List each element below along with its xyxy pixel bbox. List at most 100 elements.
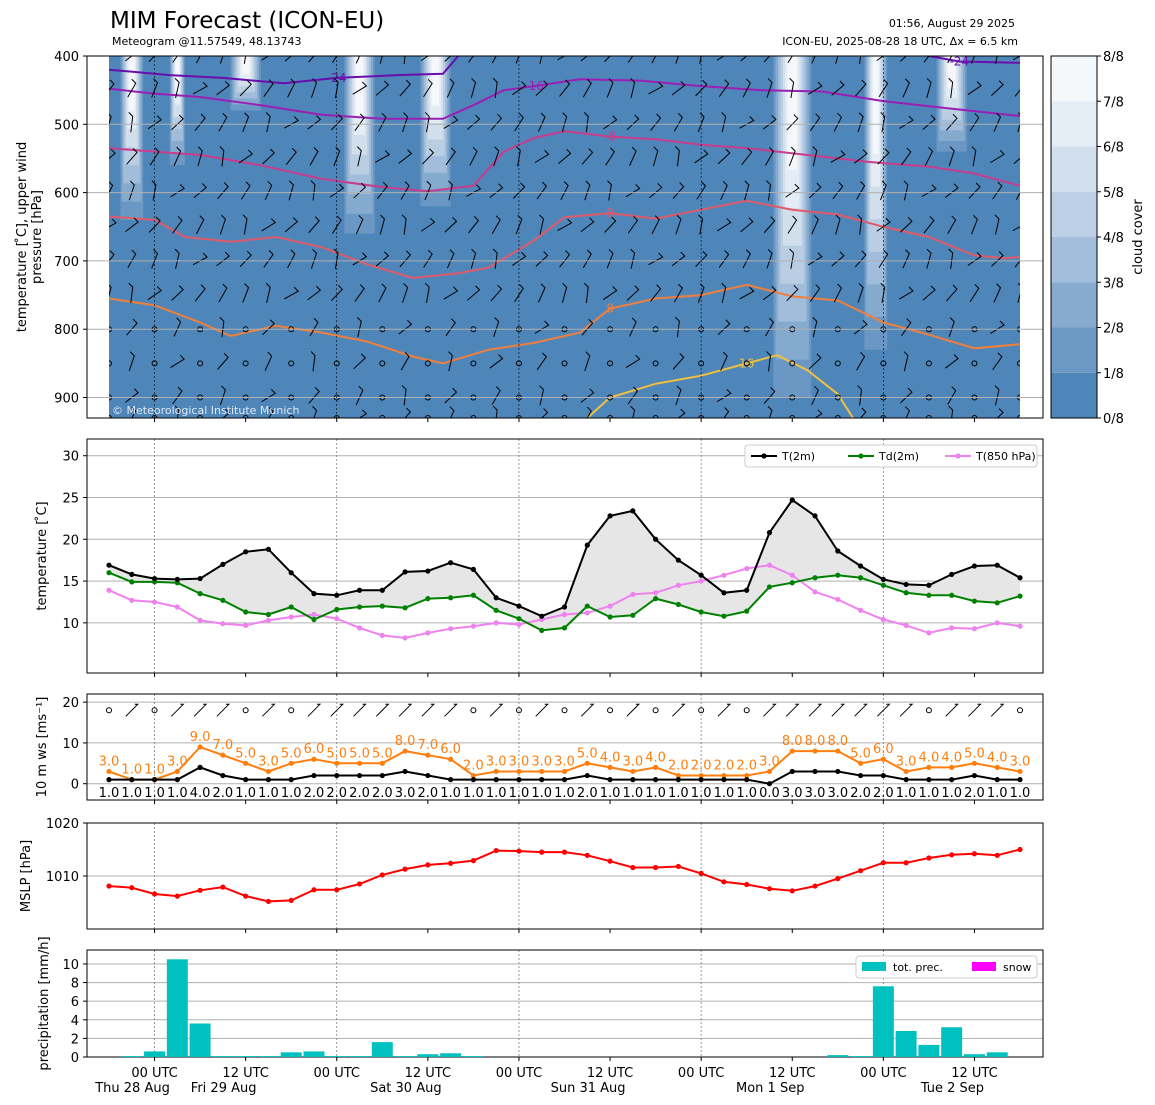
legend-box (855, 955, 1038, 979)
precip-bar (941, 1027, 963, 1057)
wind-barb (172, 215, 183, 234)
wind-barb (559, 79, 571, 97)
calm-wind-circle (242, 360, 249, 367)
wind-barb (899, 286, 914, 300)
legend-swatch-precip (862, 962, 886, 971)
series-t850-point (129, 597, 135, 603)
calm-wind-circle (197, 415, 204, 418)
series-t850-point (197, 617, 203, 623)
wind-barb (859, 407, 867, 418)
wind-barb (329, 183, 345, 198)
wind-barb (171, 285, 184, 301)
surface-wind-barb (375, 703, 390, 717)
series-t2m-point (220, 561, 226, 567)
series-mslp-point (857, 868, 864, 874)
wind-barb (630, 405, 636, 418)
series-gust-point (106, 768, 112, 775)
series-t2m-point (926, 582, 932, 588)
wind-barb (309, 147, 319, 166)
ws-data-label: 2.0 (873, 786, 894, 801)
wind-barb (832, 181, 844, 200)
wind-barb (218, 283, 228, 303)
ws-data-label: 1.0 (486, 786, 507, 801)
ws-data-label: 2.0 (213, 786, 234, 801)
series-mslp-point (311, 887, 317, 893)
meteogram-location: Meteogram @11.57549, 48.13743 (112, 35, 302, 48)
wind-barb (466, 114, 481, 130)
series-td2m-point (994, 600, 1000, 606)
wind-barb (811, 215, 819, 235)
precip-bar (235, 1056, 257, 1057)
wind-barb (355, 56, 361, 64)
series-t2m-point (1017, 575, 1023, 581)
ws-data-label: 1.0 (554, 786, 575, 801)
wind-barb (489, 354, 504, 369)
wind-barb (625, 354, 641, 368)
series-mslp-point (949, 852, 955, 858)
wind-barb (219, 146, 225, 167)
wind-barb (109, 181, 114, 194)
series-t850-point (789, 572, 795, 578)
wind-barb (148, 216, 161, 233)
precip-bar (212, 1056, 234, 1057)
wind-barb (352, 81, 368, 95)
forecast-timestamp: 01:56, August 29 2025 (888, 17, 1015, 30)
surface-calm-circle (470, 707, 477, 714)
calm-wind-circle (197, 360, 204, 367)
series-mslp-point (630, 864, 636, 871)
wind-barb (650, 113, 662, 131)
gust-data-label: 2.0 (668, 759, 689, 774)
series-gust-point (653, 764, 659, 770)
wind-barb (811, 56, 816, 64)
wind-barb (946, 284, 958, 302)
wind-barb (222, 408, 231, 418)
series-t850-point (243, 622, 249, 628)
wind-barb (699, 56, 702, 64)
series-t2m-point (448, 560, 454, 566)
wind-barb (264, 180, 273, 201)
colorbar-level-1 (1051, 327, 1097, 373)
wind-barb (905, 406, 910, 418)
ws-data-label: 1.0 (144, 786, 165, 801)
ws-data-label: 4.0 (190, 786, 211, 801)
ws-data-label: 1.0 (235, 786, 256, 801)
wind-barb (763, 387, 776, 404)
wind-barb (375, 80, 390, 96)
wind-barb (971, 146, 977, 167)
wind-barb (261, 388, 277, 403)
wind-barb (109, 113, 112, 127)
ws-data-label: 1.0 (736, 786, 757, 801)
colorbar-tick-label: 0/8 (1103, 412, 1124, 427)
y-axis-label: temperature [ ̊C] (34, 501, 50, 610)
series-ws-point (243, 777, 249, 783)
wind-barb (648, 252, 664, 266)
surface-wind-barb (489, 703, 504, 717)
series-ws-point (129, 777, 135, 783)
wind-barb (717, 319, 731, 336)
panel-frame (86, 55, 1044, 419)
series-mslp-point (129, 885, 135, 891)
series-t2m-point (971, 563, 978, 569)
series-td2m-point (425, 596, 431, 602)
wind-barb (170, 354, 185, 368)
wind-barb (948, 405, 954, 418)
series-t2m-point (994, 562, 1000, 568)
wind-barb (948, 317, 955, 337)
wind-barb (444, 56, 452, 62)
series-gust-point (470, 772, 476, 779)
series-t850-point (857, 607, 864, 613)
wind-barb (109, 250, 115, 262)
wind-barb (652, 146, 659, 167)
y-axis-label: MSLP [hPa] (19, 840, 34, 912)
gust-data-label: 8.0 (395, 734, 416, 749)
gust-data-label: 4.0 (645, 750, 666, 765)
y-tick-label: 700 (54, 255, 79, 270)
clear-band-0-level-7 (128, 56, 135, 111)
wind-barb (807, 81, 823, 95)
precip-bar (303, 1051, 325, 1057)
colorbar-level-0 (1051, 372, 1097, 418)
gust-data-label: 8.0 (805, 734, 826, 749)
series-td2m-point (220, 597, 226, 603)
calm-wind-circle (743, 415, 750, 418)
series-t2m-point (516, 603, 522, 609)
